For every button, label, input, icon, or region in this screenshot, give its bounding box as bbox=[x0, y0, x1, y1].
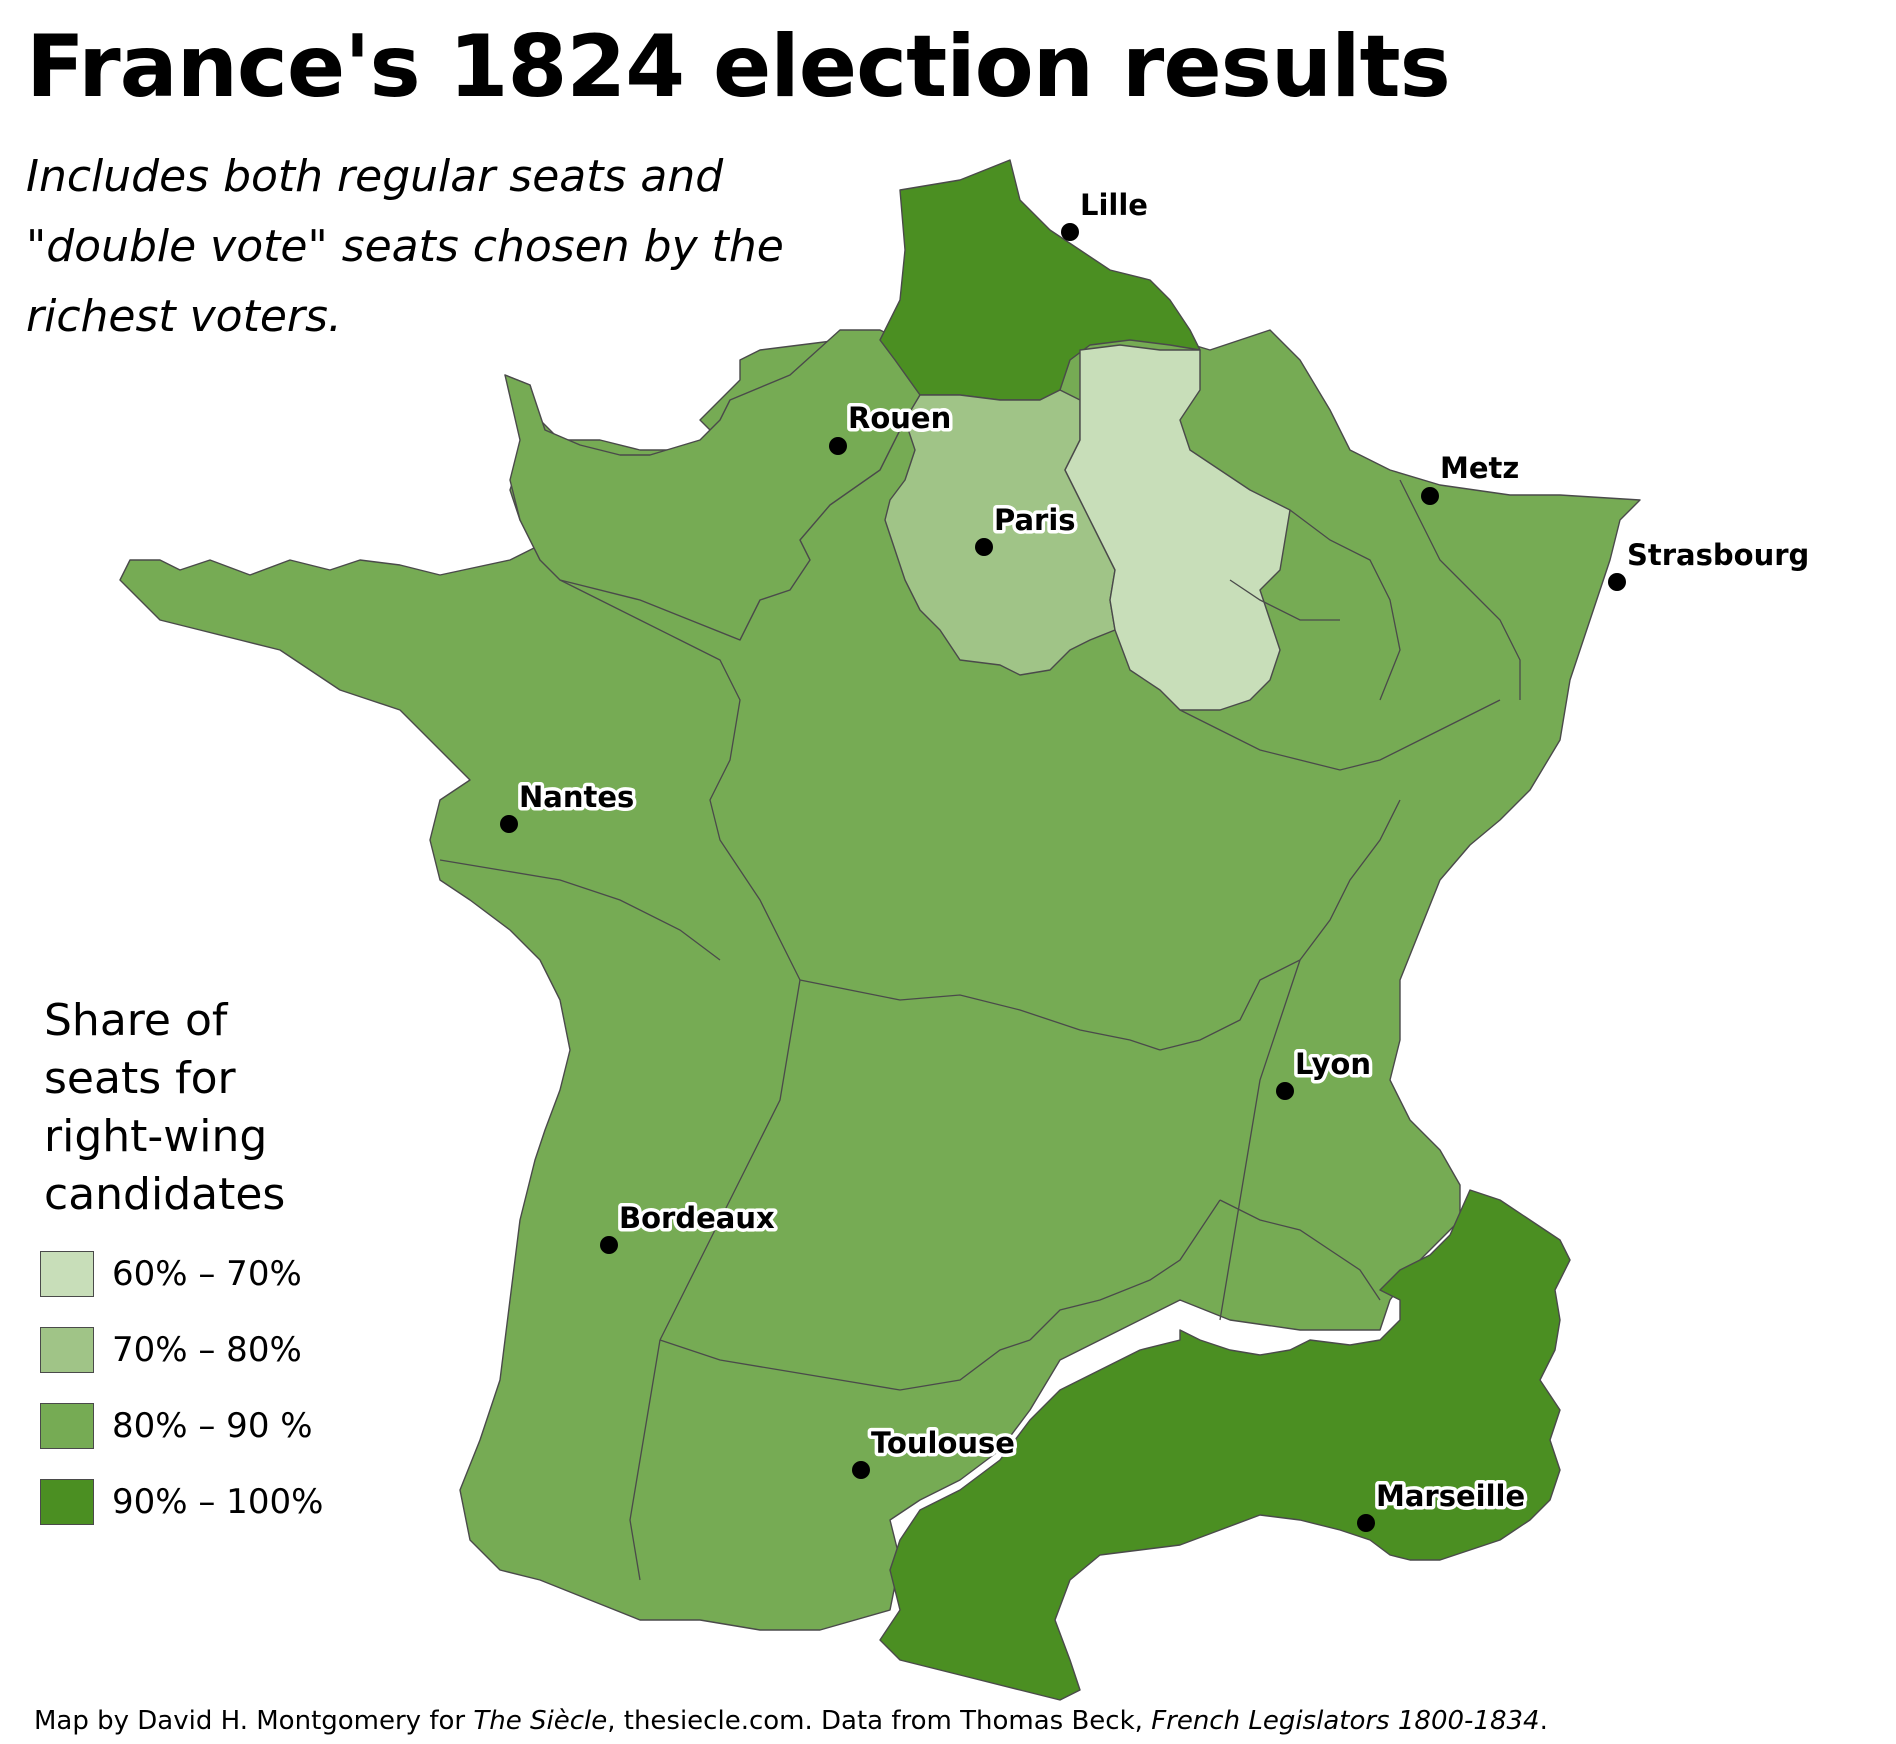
city-marseille: Marseille bbox=[1357, 1476, 1529, 1532]
region-nord bbox=[879, 159, 1201, 401]
legend-swatch bbox=[40, 1479, 94, 1525]
city-label: Lyon bbox=[1295, 1047, 1371, 1081]
legend-label: 70% – 80% bbox=[112, 1330, 302, 1370]
region-normandy bbox=[504, 329, 921, 641]
city-strasbourg: Strasbourg bbox=[1608, 535, 1813, 591]
department-borders bbox=[439, 479, 1521, 1581]
map-credit: Map by David H. Montgomery for The Siècl… bbox=[34, 1706, 1548, 1736]
legend-swatch bbox=[40, 1403, 94, 1449]
city-label: Rouen bbox=[848, 401, 951, 435]
legend-item: 90% – 100% bbox=[40, 1464, 340, 1540]
map-subtitle: Includes both regular seats and "double … bbox=[26, 151, 784, 342]
city-lille: Lille bbox=[1061, 185, 1151, 241]
credit-source: French Legislators 1800-1834 bbox=[1151, 1706, 1540, 1736]
city-markers: Lille Rouen Metz Paris Strasbourg Nantes… bbox=[500, 185, 1813, 1532]
city-nantes: Nantes bbox=[500, 777, 638, 833]
credit-publication: The Siècle bbox=[473, 1706, 608, 1736]
city-label: Toulouse bbox=[871, 1426, 1015, 1460]
credit-prefix: Map by David H. Montgomery for bbox=[34, 1706, 474, 1736]
legend-label: 90% – 100% bbox=[112, 1482, 324, 1522]
city-label: Metz bbox=[1440, 451, 1519, 485]
city-label: Bordeaux bbox=[619, 1201, 775, 1235]
city-label: Nantes bbox=[519, 780, 634, 814]
credit-suffix: . bbox=[1539, 1706, 1548, 1736]
city-toulouse: Toulouse bbox=[852, 1423, 1018, 1479]
legend-swatch bbox=[40, 1327, 94, 1373]
city-label: Strasbourg bbox=[1627, 538, 1809, 572]
legend-label: 80% – 90 % bbox=[112, 1406, 313, 1446]
city-label: Marseille bbox=[1376, 1479, 1525, 1513]
credit-middle: , thesiecle.com. Data from Thomas Beck, bbox=[607, 1706, 1152, 1736]
city-rouen: Rouen bbox=[829, 398, 955, 455]
legend-item: 80% – 90 % bbox=[40, 1388, 340, 1464]
city-metz: Metz bbox=[1421, 448, 1523, 505]
city-bordeaux: Bordeaux bbox=[600, 1198, 778, 1254]
region-paris bbox=[884, 389, 1116, 676]
legend-label: 60% – 70% bbox=[112, 1254, 302, 1294]
legend-title: Share of seats for right-wing candidates bbox=[44, 995, 286, 1220]
legend: Share of seats for right-wing candidates… bbox=[40, 992, 340, 1540]
city-label: Lille bbox=[1080, 188, 1148, 222]
region-champagne bbox=[1064, 344, 1291, 711]
legend-item: 70% – 80% bbox=[40, 1312, 340, 1388]
city-label: Paris bbox=[994, 503, 1076, 537]
region-south bbox=[879, 1189, 1571, 1701]
legend-swatch bbox=[40, 1251, 94, 1297]
map-title: France's 1824 election results bbox=[26, 17, 1451, 117]
city-paris: Paris bbox=[975, 500, 1079, 556]
legend-item: 60% – 70% bbox=[40, 1236, 340, 1312]
city-lyon: Lyon bbox=[1276, 1044, 1374, 1100]
